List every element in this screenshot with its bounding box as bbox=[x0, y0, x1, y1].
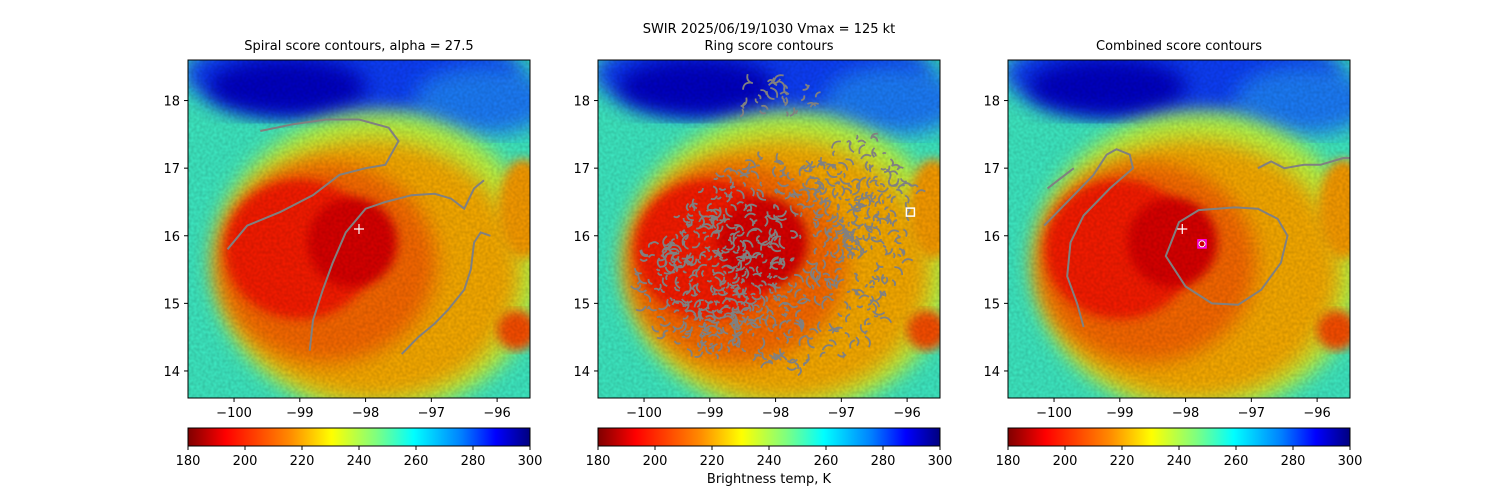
ring-contour-cluster bbox=[802, 132, 926, 261]
y-tick-label: 17 bbox=[983, 162, 1000, 177]
y-tick-label: 16 bbox=[983, 230, 1000, 245]
x-tick-label: −96 bbox=[483, 406, 510, 421]
y-tick-label: 14 bbox=[163, 365, 180, 380]
satellite-image bbox=[188, 60, 530, 398]
y-tick-label: 17 bbox=[573, 162, 590, 177]
colorbar: 180 200 220 240 260 280 300 bbox=[996, 427, 1363, 469]
colorbar: 180 200 220 240 260 280 300 bbox=[176, 427, 543, 469]
colorbar-tick-label: 200 bbox=[643, 454, 668, 469]
panel-title-ring: Ring score contours bbox=[704, 39, 834, 54]
colorbar: 180 200 220 240 260 280 300 bbox=[586, 427, 953, 469]
axes-frame bbox=[1007, 59, 1351, 399]
colorbar-tick-label: 220 bbox=[1110, 454, 1135, 469]
panel-2: −100 −99 −98 −97 −96 14 15 16 17 18 180 200 220 240 26… bbox=[983, 59, 1363, 469]
contour-line bbox=[1046, 167, 1075, 190]
y-tick-label: 14 bbox=[573, 365, 590, 380]
colorbar-tick-label: 240 bbox=[347, 454, 372, 469]
colorbar-tick-label: 280 bbox=[461, 454, 486, 469]
contour-line bbox=[308, 179, 485, 351]
satellite-image bbox=[1008, 60, 1350, 398]
colorbar-tick-label: 260 bbox=[404, 454, 429, 469]
satellite-image bbox=[598, 60, 940, 398]
x-tick-label: −100 bbox=[626, 406, 662, 421]
x-tick-label: −97 bbox=[828, 406, 855, 421]
center-square-marker bbox=[905, 207, 916, 217]
y-tick-label: 16 bbox=[573, 230, 590, 245]
x-tick-label: −100 bbox=[1036, 406, 1072, 421]
panel-title-combined: Combined score contours bbox=[1096, 39, 1262, 54]
center-circle-marker bbox=[1198, 240, 1206, 248]
ring-contour-cluster bbox=[739, 73, 821, 118]
center-plus-marker bbox=[1177, 224, 1188, 234]
x-tick-label: −96 bbox=[1303, 406, 1330, 421]
colorbar-tick-label: 260 bbox=[814, 454, 839, 469]
x-tick-label: −96 bbox=[893, 406, 920, 421]
ring-contour-cluster bbox=[630, 207, 805, 360]
y-tick-label: 14 bbox=[983, 365, 1000, 380]
colorbar-tick-label: 180 bbox=[586, 454, 611, 469]
colorbar-tick-label: 200 bbox=[1053, 454, 1078, 469]
x-tick-label: −99 bbox=[1106, 406, 1133, 421]
y-tick-label: 15 bbox=[163, 297, 180, 312]
y-tick-label: 16 bbox=[163, 230, 180, 245]
colorbar-tick-label: 280 bbox=[871, 454, 896, 469]
y-tick-label: 18 bbox=[573, 95, 590, 110]
contour-line bbox=[1043, 148, 1135, 328]
panel-title-spiral: Spiral score contours, alpha = 27.5 bbox=[244, 39, 474, 54]
colorbar-label: Brightness temp, K bbox=[706, 472, 832, 487]
colorbar-tick-label: 300 bbox=[1338, 454, 1363, 469]
axes-frame bbox=[597, 59, 941, 399]
x-tick-label: −98 bbox=[1172, 406, 1199, 421]
y-tick-label: 17 bbox=[163, 162, 180, 177]
x-tick-label: −97 bbox=[418, 406, 445, 421]
axes-frame bbox=[187, 59, 531, 399]
panel-1: −100 −99 −98 −97 −96 14 15 16 17 18 180 200 220 240 26… bbox=[573, 59, 953, 469]
contour-line bbox=[1257, 157, 1350, 170]
contour-line bbox=[400, 231, 491, 355]
contour-line bbox=[226, 118, 400, 250]
x-tick-label: −99 bbox=[696, 406, 723, 421]
contour-line bbox=[1164, 206, 1289, 306]
panel-0: −100 −99 −98 −97 −96 14 15 16 17 18 180 200 220 240 26… bbox=[163, 59, 543, 469]
x-tick-label: −100 bbox=[216, 406, 252, 421]
colorbar-tick-label: 260 bbox=[1224, 454, 1249, 469]
colorbar-tick-label: 220 bbox=[290, 454, 315, 469]
colorbar-tick-label: 240 bbox=[1167, 454, 1192, 469]
colorbar-tick-label: 300 bbox=[928, 454, 953, 469]
colorbar-tick-label: 240 bbox=[757, 454, 782, 469]
x-tick-label: −98 bbox=[762, 406, 789, 421]
center-square-marker bbox=[1197, 239, 1207, 249]
x-tick-label: −98 bbox=[352, 406, 379, 421]
colorbar-tick-label: 280 bbox=[1281, 454, 1306, 469]
x-tick-label: −99 bbox=[286, 406, 313, 421]
y-tick-label: 18 bbox=[983, 95, 1000, 110]
y-tick-label: 18 bbox=[163, 95, 180, 110]
colorbar-tick-label: 180 bbox=[176, 454, 201, 469]
x-tick-label: −97 bbox=[1238, 406, 1265, 421]
y-tick-label: 15 bbox=[573, 297, 590, 312]
center-plus-marker bbox=[354, 224, 364, 234]
colorbar-tick-label: 200 bbox=[233, 454, 258, 469]
figure-suptitle: SWIR 2025/06/19/1030 Vmax = 125 kt bbox=[642, 22, 896, 37]
colorbar-tick-label: 300 bbox=[518, 454, 543, 469]
colorbar-tick-label: 180 bbox=[996, 454, 1021, 469]
y-tick-label: 15 bbox=[983, 297, 1000, 312]
colorbar-tick-label: 220 bbox=[700, 454, 725, 469]
